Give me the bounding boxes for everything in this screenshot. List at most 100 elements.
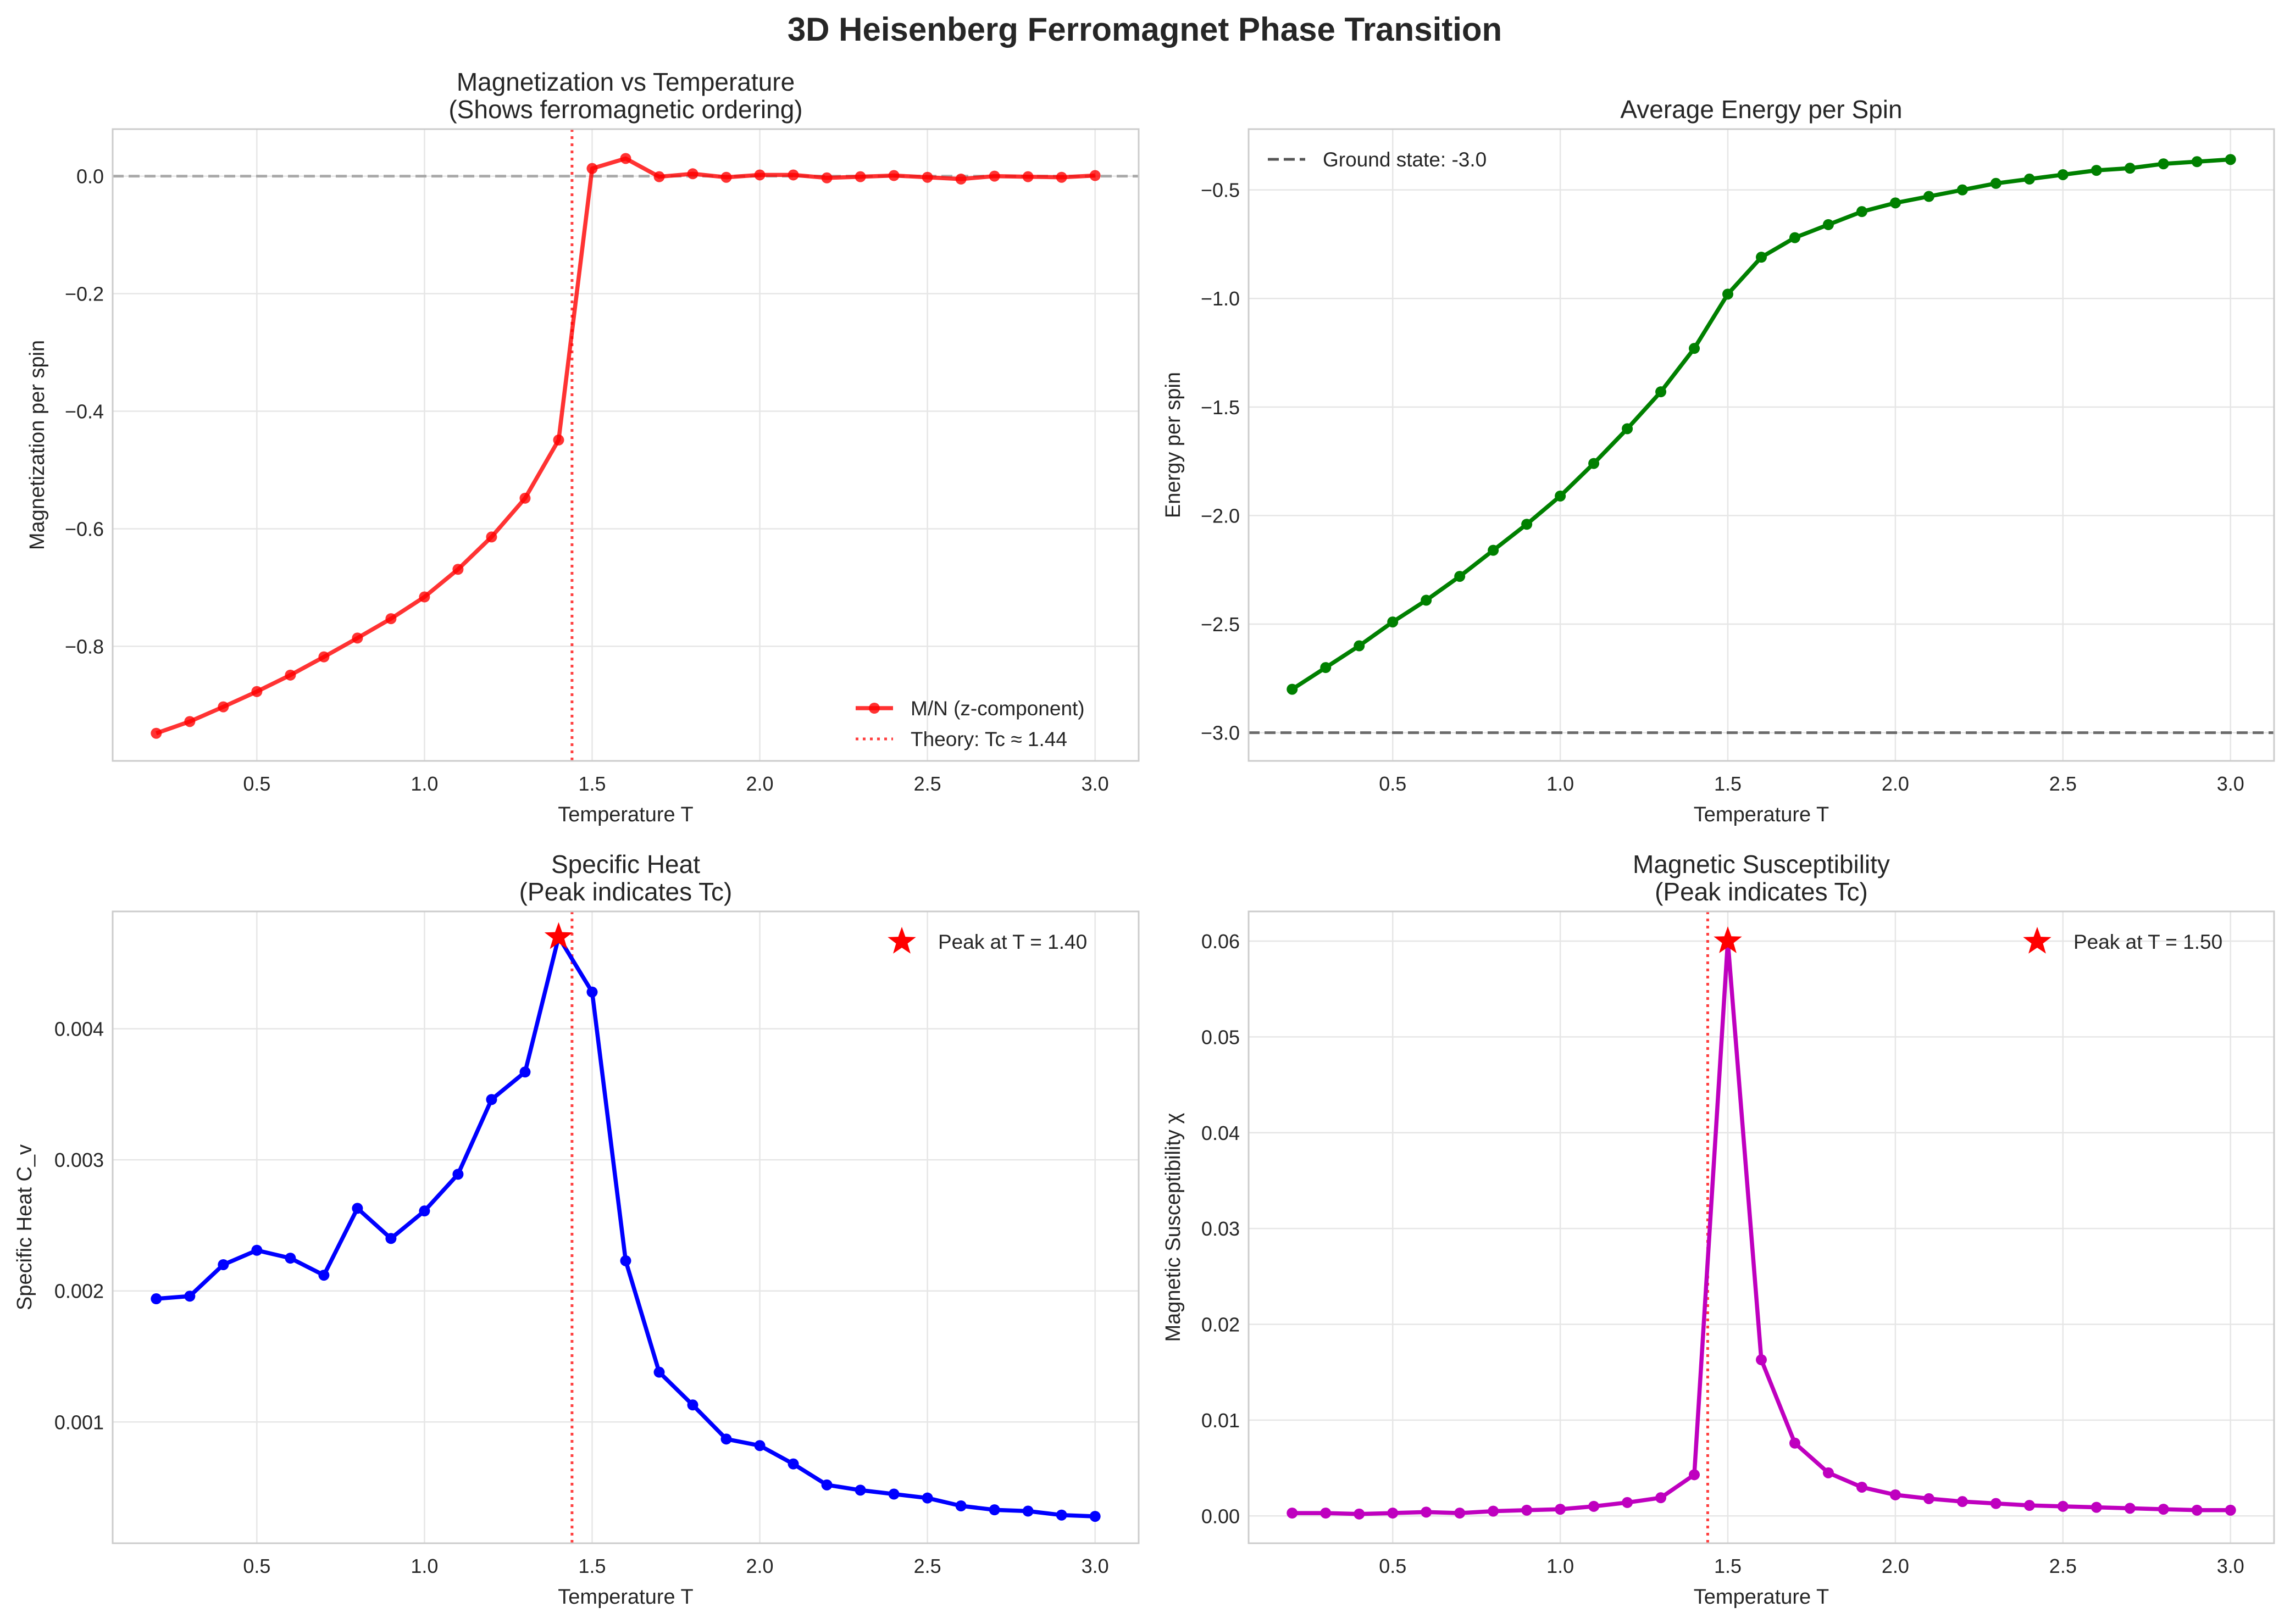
data-point — [419, 591, 430, 603]
x-axis-label: Temperature T — [558, 1586, 693, 1609]
data-point — [1956, 184, 1968, 196]
data-point — [151, 1293, 162, 1305]
data-point — [888, 1488, 900, 1500]
data-point — [1990, 1498, 2001, 1509]
data-point — [218, 701, 229, 713]
data-point — [855, 171, 866, 182]
y-tick-label: −0.2 — [65, 283, 104, 305]
data-point — [1488, 1505, 1499, 1517]
legend-label: Peak at T = 1.40 — [938, 931, 1087, 953]
data-point — [1354, 1508, 1365, 1520]
data-point — [586, 986, 598, 998]
legend-swatch-marker — [869, 703, 880, 714]
x-tick-label: 1.0 — [411, 1555, 438, 1577]
data-point — [2158, 158, 2169, 170]
panel-title-line: (Peak indicates Tc) — [519, 877, 733, 906]
x-tick-label: 3.0 — [2217, 1555, 2244, 1577]
series-line — [156, 156, 1095, 736]
data-point — [1320, 1508, 1332, 1519]
y-tick-label: 0.01 — [1201, 1409, 1240, 1432]
panel-title-line: Magnetization vs Temperature — [457, 68, 795, 96]
data-point — [687, 1399, 698, 1411]
data-point — [1387, 1508, 1399, 1519]
y-tick-label: −1.0 — [1201, 287, 1240, 310]
data-point — [1354, 640, 1365, 652]
data-point — [385, 613, 397, 625]
data-point — [352, 632, 363, 644]
data-point — [2225, 1504, 2236, 1516]
data-point — [687, 168, 698, 180]
data-point — [1655, 386, 1667, 398]
y-tick-label: −0.5 — [1201, 179, 1240, 202]
y-tick-label: 0.004 — [54, 1018, 104, 1041]
x-tick-label: 2.0 — [746, 1555, 774, 1577]
data-point — [184, 1291, 196, 1302]
y-axis-label: Specific Heat C_v — [13, 1144, 36, 1310]
data-point — [821, 172, 833, 183]
panel-title-line: (Shows ferromagnetic ordering) — [448, 95, 802, 124]
x-axis-label: Temperature T — [558, 803, 693, 826]
panel-title-line: Specific Heat — [551, 850, 700, 878]
panel-heat: 0.5 1.0 1.5 2.0 2.5 3.0 0.004 0.003 0.002 0.001 Te… — [13, 850, 1140, 1609]
y-tick-label: −2.0 — [1201, 504, 1240, 527]
legend-label: M/N (z-component) — [911, 697, 1085, 720]
data-point — [1056, 171, 1067, 183]
data-point — [2225, 154, 2236, 165]
x-tick-label: 2.5 — [2049, 1555, 2077, 1577]
x-tick-label: 1.5 — [1714, 772, 1742, 795]
y-tick-label: 0.003 — [54, 1149, 104, 1171]
data-point — [1454, 571, 1466, 582]
y-axis-label: Magnetic Susceptibility χ — [1162, 1113, 1185, 1342]
data-point — [620, 1255, 631, 1266]
peak-star-marker — [1714, 926, 1742, 953]
y-tick-label: 0.001 — [54, 1411, 104, 1433]
y-tick-label: 0.002 — [54, 1280, 104, 1303]
y-tick-label: −0.8 — [65, 635, 104, 658]
data-point — [1521, 519, 1533, 530]
data-point — [922, 1492, 933, 1504]
data-point — [2091, 1501, 2102, 1513]
y-tick-label: 0.00 — [1201, 1505, 1240, 1527]
data-point — [1756, 252, 1767, 263]
legend-swatch-star — [2023, 927, 2051, 954]
data-point — [754, 1440, 766, 1451]
data-point — [1588, 458, 1600, 469]
data-point — [989, 170, 1000, 182]
data-point — [955, 1500, 967, 1512]
data-point — [922, 171, 933, 183]
data-point — [318, 1270, 330, 1281]
x-tick-label: 1.0 — [411, 772, 438, 795]
x-tick-label: 0.5 — [1379, 772, 1406, 795]
legend-label: Ground state: -3.0 — [1323, 148, 1487, 171]
data-point — [218, 1259, 229, 1270]
x-tick-label: 2.5 — [914, 1555, 941, 1577]
data-point — [788, 169, 799, 181]
data-point — [1622, 423, 1633, 435]
data-point — [1822, 219, 1834, 230]
data-point — [385, 1233, 397, 1244]
data-point — [586, 163, 598, 174]
data-point — [720, 1433, 732, 1445]
data-point — [653, 1366, 665, 1378]
data-point — [1022, 171, 1034, 182]
panel-title-line: Average Energy per Spin — [1620, 95, 1902, 124]
series-line — [1291, 157, 2231, 691]
y-axis-label: Magnetization per spin — [26, 340, 49, 550]
data-point — [1287, 683, 1298, 695]
data-point — [1089, 170, 1101, 181]
legend: Peak at T = 1.40 — [888, 927, 1087, 954]
x-axis-label: Temperature T — [1694, 1586, 1829, 1609]
data-point — [1421, 1506, 1432, 1518]
data-point — [1488, 544, 1499, 556]
x-tick-label: 2.0 — [1882, 772, 1909, 795]
data-point — [251, 1244, 263, 1256]
data-point — [1789, 232, 1800, 243]
x-axis-label: Temperature T — [1694, 803, 1829, 826]
data-point — [1454, 1508, 1466, 1519]
data-point — [1889, 197, 1901, 209]
panel-mag: 0.5 1.0 1.5 2.0 2.5 3.0 0.0 −0.2 −0.4 −0.6 −0.8 Tem… — [26, 68, 1140, 826]
x-tick-label: 3.0 — [1082, 1555, 1109, 1577]
x-tick-label: 0.5 — [243, 772, 270, 795]
x-tick-label: 0.5 — [243, 1555, 270, 1577]
